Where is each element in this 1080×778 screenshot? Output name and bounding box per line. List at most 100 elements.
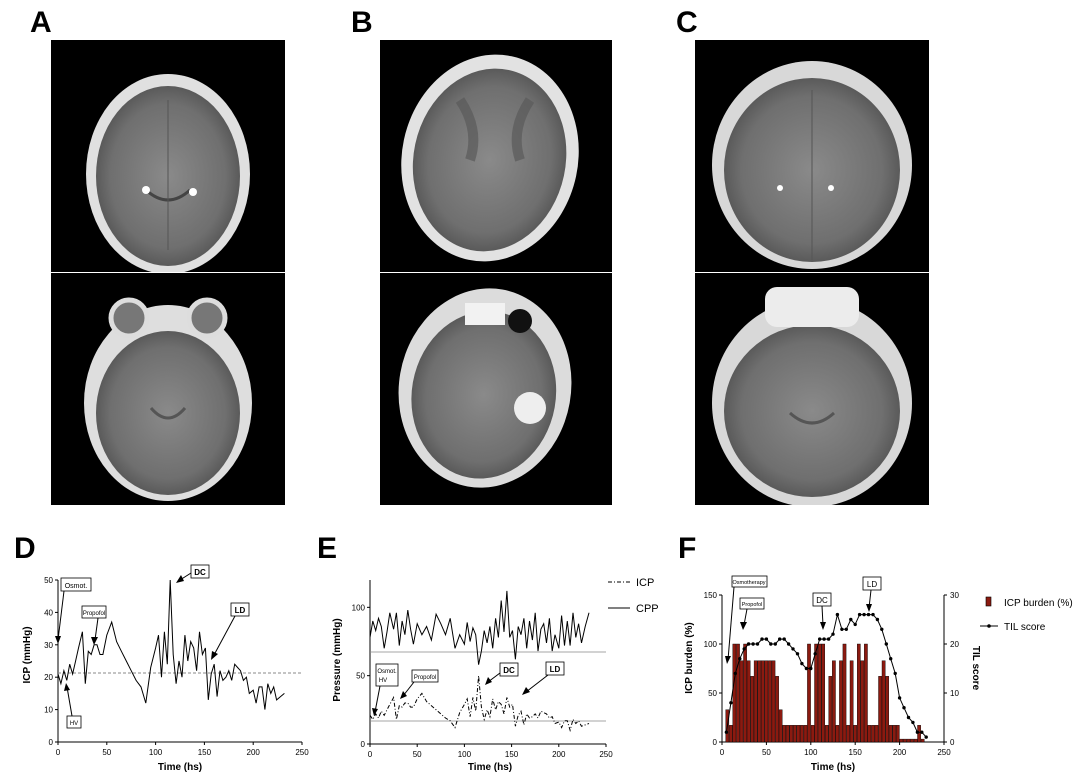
chart-f-legend-til: TIL score	[1004, 622, 1046, 633]
svg-text:LD: LD	[235, 606, 246, 615]
ct-image-a-lower	[51, 273, 285, 505]
chart-f-til-point	[804, 666, 809, 671]
chart-f-burden-bar	[920, 738, 925, 743]
chart-d-icp-line	[57, 579, 285, 710]
chart-d-annotation-propofol: Propofol	[81, 605, 107, 645]
chart-d-y-tick-label: 20	[44, 673, 53, 682]
chart-e-x-tick-label: 200	[552, 750, 566, 759]
chart-f-til-point	[875, 617, 880, 622]
chart-f-annotation-propofol: Propofol	[739, 597, 765, 630]
chart-f-legend-burden: ICP burden (%)	[1004, 598, 1073, 609]
chart-f-til-point	[822, 637, 826, 641]
chart-f-til-point	[871, 612, 875, 617]
chart-f-til-point	[773, 642, 777, 646]
panel-letter-c: C	[676, 6, 698, 39]
ct-image-b-lower	[380, 273, 612, 505]
panel-letter-f: F	[678, 532, 697, 565]
chart-d: 0 50 100 150 200 250 0 10 20 30 40 50 ICP (mmHg) Ti…	[22, 564, 309, 773]
panel-letter-b: B	[351, 6, 373, 39]
svg-text:LD: LD	[867, 580, 877, 589]
chart-f-burden-bar	[729, 725, 733, 743]
chart-f-burden-bar	[792, 725, 797, 743]
chart-f-burden-bar	[913, 738, 918, 743]
chart-d-ylabel: ICP (mmHg)	[22, 626, 33, 683]
chart-e-legend: ICP CPP	[608, 577, 659, 615]
chart-f-ylabel-left: ICP burden (%)	[684, 622, 695, 693]
chart-f-til-point	[893, 671, 897, 676]
chart-f-til-point	[897, 696, 902, 700]
chart-f-burden-bar	[895, 725, 900, 743]
chart-f-til-point	[920, 730, 924, 734]
chart-f-burden-bar	[814, 643, 818, 743]
chart-f-y-right-tick-label: 0	[950, 738, 955, 747]
panel-letter-a: A	[30, 6, 52, 39]
chart-f-burden-bar	[828, 676, 833, 743]
chart-f-x-tick-label: 150	[849, 748, 863, 757]
chart-f-burden-bar	[842, 643, 847, 743]
chart-f-burden-bar	[881, 660, 886, 743]
chart-e-annotation-osmot-hv: Osmot. HV	[372, 663, 399, 716]
chart-f-til-point	[733, 671, 737, 676]
chart-d-annotation-hv: HV	[64, 683, 82, 729]
chart-d-y-tick-label: 40	[44, 608, 53, 617]
chart-f-legend: ICP burden (%) TIL score	[980, 596, 1073, 633]
chart-f-burden-bar	[739, 660, 744, 743]
chart-f-til-point	[911, 720, 915, 725]
chart-f-y-tick-label: 0	[713, 738, 718, 747]
chart-e-ylabel: Pressure (mmHg)	[332, 618, 343, 701]
chart-f-burden-bar	[824, 725, 829, 743]
chart-f-burden-bar	[768, 660, 772, 743]
chart-f-til-point	[924, 735, 928, 739]
chart-f-burden-bar	[835, 725, 840, 743]
chart-f-burden-bar	[757, 660, 762, 743]
chart-f-til-point	[800, 661, 804, 666]
chart-d-annotation-dc: DC	[176, 564, 210, 583]
chart-f-burden-bar	[736, 643, 740, 743]
chart-f-x-tick-label: 200	[893, 748, 907, 757]
chart-f-til-point	[915, 730, 920, 734]
chart-f-burden-bar	[782, 725, 786, 743]
ct-image-b-upper	[380, 40, 612, 272]
chart-e-y-tick-label: 100	[352, 603, 366, 612]
chart-e-y-tick-label: 0	[361, 740, 366, 749]
chart-f-burden-bar	[771, 660, 776, 743]
svg-text:Propofol: Propofol	[742, 602, 763, 608]
chart-e-xlabel: Time (hs)	[468, 762, 512, 773]
chart-f-burden-bar	[910, 738, 914, 743]
svg-text:DC: DC	[816, 596, 828, 605]
ct-image-c-upper	[695, 40, 929, 272]
chart-f-til-point	[844, 627, 848, 631]
chart-f-til-point	[769, 642, 773, 646]
chart-f-til-point	[809, 666, 813, 671]
chart-d-y-tick-label: 0	[49, 738, 54, 747]
chart-f-y-right-tick-label: 30	[950, 591, 959, 600]
chart-e-legend-icp: ICP	[636, 577, 654, 589]
chart-f-burden-bar	[885, 676, 890, 743]
chart-d-x-tick-label: 150	[198, 748, 212, 757]
chart-d-y-tick-label: 10	[44, 706, 53, 715]
chart-f-til-point	[751, 642, 755, 646]
chart-f-til-point	[835, 612, 840, 617]
chart-f-burden-bar	[888, 725, 893, 743]
chart-f-til-point	[786, 642, 791, 646]
chart-f-burden-bar	[874, 725, 879, 743]
chart-f-x-tick-label: 50	[762, 748, 771, 757]
chart-d-xlabel: Time (hs)	[158, 762, 202, 773]
chart-f-burden-bar	[832, 660, 836, 743]
chart-d-annotation-ld: LD	[211, 602, 250, 660]
chart-f-til-point	[746, 642, 751, 646]
chart-f-burden-bar	[860, 660, 865, 743]
chart-f-til-point	[813, 652, 817, 656]
chart-f-til-point	[826, 637, 831, 641]
chart-e-x-tick-label: 0	[368, 750, 373, 759]
chart-d-x-tick-label: 200	[247, 748, 261, 757]
chart-f-til-point	[738, 657, 742, 661]
chart-f-til-point	[906, 715, 911, 720]
svg-text:LD: LD	[550, 665, 561, 674]
chart-f-burden-bar	[856, 643, 861, 743]
chart-f-burden-bar	[764, 660, 769, 743]
chart-f-annotation-dc: DC	[812, 592, 832, 630]
chart-f-burden-bar	[789, 725, 794, 743]
chart-e-x-tick-label: 100	[458, 750, 472, 759]
